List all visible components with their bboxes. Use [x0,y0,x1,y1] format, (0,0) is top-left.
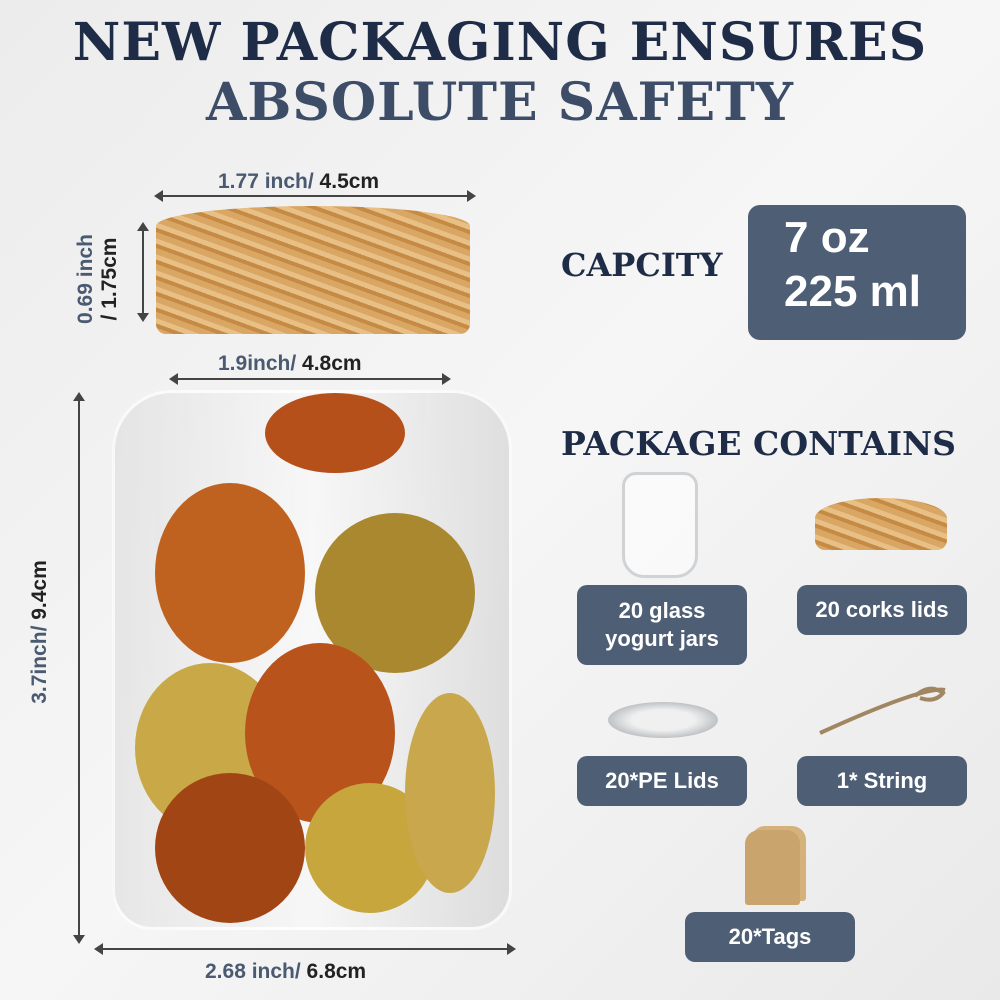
mouth-width-label: 1.9inch/ 4.8cm [218,352,362,375]
pe-lid-icon [608,702,718,738]
package-heading: PACKAGE CONTAINS [561,424,957,463]
glass-jar-icon [622,472,698,578]
cork-lid-image [156,206,470,334]
cork-height-label: 0.69 inch/ 1.75cm [74,234,121,324]
cork-icon [815,498,947,550]
cork-width-label: 1.77 inch/ 4.5cm [218,170,380,193]
capacity-box: 7 oz 225 ml [748,205,966,340]
string-icon [819,686,946,735]
title-line-1: NEW PACKAGING ENSURES [72,12,928,73]
item-glass-jars: 20 glass yogurt jars [577,585,747,665]
capacity-oz: 7 oz [784,213,870,262]
kraft-tags-icon [745,830,800,905]
jar-width-label: 2.68 inch/ 6.8cm [205,960,367,983]
item-tags: 20*Tags [685,912,855,962]
capacity-label: CAPCITY [561,246,723,284]
capacity-ml: 225 ml [784,267,921,316]
jar-height-arrow [73,392,85,944]
title-line-2: ABSOLUTE SAFETY [206,72,794,133]
item-string: 1* String [797,756,967,806]
glass-jar-image [112,390,512,930]
item-cork-lids: 20 corks lids [797,585,967,635]
cork-width-arrow [154,190,476,202]
item-pe-lids: 20*PE Lids [577,756,747,806]
jar-width-arrow [94,943,516,955]
cork-height-arrow [137,222,149,322]
mouth-width-arrow [169,373,451,385]
jar-height-label: 3.7inch/ 9.4cm [28,560,51,704]
